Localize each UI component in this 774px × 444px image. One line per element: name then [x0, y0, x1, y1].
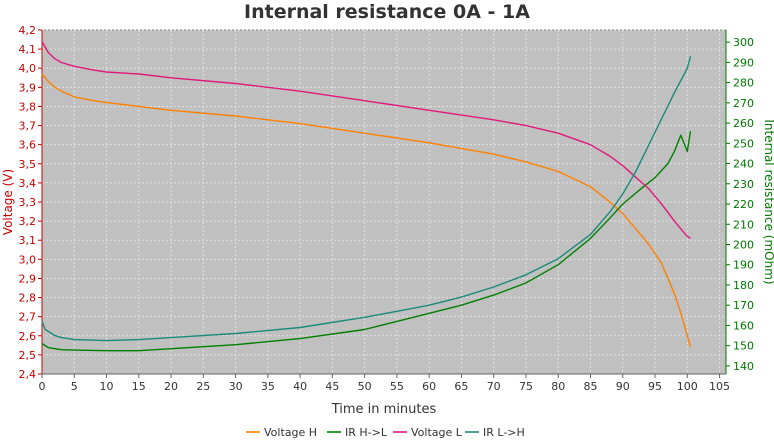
y2-tick-label: 270 [733, 97, 754, 110]
y-tick-label: 3,4 [19, 177, 37, 190]
y-tick-label: 2,4 [19, 368, 37, 381]
y2-tick-label: 250 [733, 137, 754, 150]
y-tick-label: 3,5 [19, 158, 37, 171]
legend-label: Voltage H [264, 426, 317, 439]
y-tick-label: 3,1 [19, 234, 37, 247]
y-tick-label: 3,3 [19, 196, 37, 209]
series-line-ir-h-l [41, 131, 692, 352]
x-tick-label: 50 [358, 380, 372, 393]
x-tick-label: 45 [325, 380, 339, 393]
legend-label: Voltage L [411, 426, 463, 439]
y-tick-label: 2,6 [19, 330, 37, 343]
x-tick-label: 105 [709, 380, 730, 393]
y-tick-label: 4,2 [19, 24, 37, 37]
x-axis-label: Time in minutes [331, 402, 437, 417]
x-tick-label: 15 [132, 380, 146, 393]
x-tick-label: 25 [196, 380, 210, 393]
y2-tick-label: 140 [733, 360, 754, 373]
x-tick-label: 20 [164, 380, 178, 393]
y2-tick-label: 300 [733, 36, 754, 49]
x-tick-label: 85 [583, 380, 597, 393]
x-tick-label: 10 [100, 380, 114, 393]
y-tick-label: 3,7 [19, 120, 37, 133]
right-axis: 140 150 160 170 180 190 200 210 220 230 240 250 260 2… [725, 30, 754, 374]
y2-tick-label: 180 [733, 279, 754, 292]
left-axis: 2,4 2,5 2,6 2,7 2,8 2,9 3,0 3,1 3,2 3,3 3,4 3,5 3,6 3… [19, 24, 43, 381]
grid-lines [41, 29, 726, 375]
x-tick-label: 35 [261, 380, 275, 393]
y2-tick-label: 230 [733, 178, 754, 191]
y2-tick-label: 210 [733, 218, 754, 231]
legend-label: IR L->H [483, 426, 525, 439]
chart-title: Internal resistance 0A - 1A [244, 1, 530, 23]
y-tick-label: 3,6 [19, 139, 37, 152]
x-tick-label: 40 [293, 380, 307, 393]
y2-tick-label: 280 [733, 77, 754, 90]
y-tick-label: 4,0 [19, 62, 37, 75]
y2-axis-label: Internal resistance (mOhm) [762, 119, 774, 284]
y2-tick-label: 190 [733, 259, 754, 272]
x-tick-label: 60 [422, 380, 436, 393]
x-tick-label: 5 [71, 380, 78, 393]
series-layer [41, 41, 692, 352]
y2-tick-label: 260 [733, 117, 754, 130]
series-line-voltage-l [41, 41, 691, 239]
x-tick-label: 70 [487, 380, 501, 393]
x-tick-label: 90 [616, 380, 630, 393]
y-tick-label: 3,2 [19, 215, 37, 228]
legend-label: IR H->L [345, 426, 388, 439]
y-tick-label: 3,8 [19, 100, 37, 113]
x-tick-label: 30 [229, 380, 243, 393]
y-tick-label: 3,9 [19, 81, 37, 94]
series-line-voltage-h [41, 73, 692, 348]
y-tick-label: 4,1 [19, 43, 37, 56]
y2-tick-label: 200 [733, 238, 754, 251]
x-tick-label: 0 [39, 380, 46, 393]
x-tick-label: 80 [551, 380, 565, 393]
x-axis: 0 5 10 15 20 25 30 35 40 45 50 55 60 65 70 75 80 85 90 95 10… [39, 373, 730, 393]
y-tick-label: 2,8 [19, 292, 37, 305]
y2-tick-label: 220 [733, 198, 754, 211]
x-tick-label: 95 [648, 380, 662, 393]
y2-tick-label: 170 [733, 299, 754, 312]
y-tick-label: 2,9 [19, 272, 37, 285]
x-tick-label: 55 [390, 380, 404, 393]
y2-tick-label: 240 [733, 158, 754, 171]
x-tick-label: 65 [454, 380, 468, 393]
y2-tick-label: 150 [733, 340, 754, 353]
y2-tick-label: 290 [733, 56, 754, 69]
legend: Voltage H IR H->L Voltage L IR L->H [246, 426, 525, 439]
y-tick-label: 3,0 [19, 253, 37, 266]
y-tick-label: 2,5 [19, 349, 37, 362]
y2-tick-label: 160 [733, 319, 754, 332]
series-line-ir-l-h [41, 56, 692, 342]
y-tick-label: 2,7 [19, 311, 37, 324]
x-tick-label: 75 [519, 380, 533, 393]
y-axis-label: Voltage (V) [1, 169, 15, 235]
x-tick-label: 100 [677, 380, 698, 393]
